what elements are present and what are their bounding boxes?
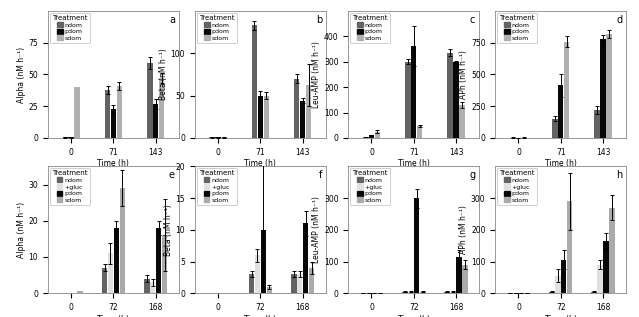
- X-axis label: Time (h): Time (h): [398, 159, 429, 168]
- Text: c: c: [470, 15, 475, 25]
- Bar: [591, 292, 597, 293]
- Bar: [609, 208, 615, 293]
- Bar: [456, 257, 462, 293]
- Bar: [116, 86, 122, 138]
- Y-axis label: Leu-AMP (nM h⁻¹): Leu-AMP (nM h⁻¹): [312, 197, 321, 263]
- X-axis label: Time (h): Time (h): [398, 315, 429, 317]
- X-axis label: Time (h): Time (h): [545, 159, 576, 168]
- Legend: ndom, pdom, sdom: ndom, pdom, sdom: [350, 13, 390, 43]
- Bar: [156, 228, 162, 293]
- X-axis label: Time (h): Time (h): [98, 315, 129, 317]
- Bar: [63, 137, 68, 138]
- Bar: [411, 46, 417, 138]
- Bar: [252, 25, 258, 138]
- Bar: [405, 62, 411, 138]
- Text: g: g: [469, 170, 475, 180]
- Bar: [102, 268, 107, 293]
- Bar: [369, 135, 374, 138]
- Bar: [258, 96, 263, 138]
- Bar: [561, 260, 566, 293]
- Bar: [303, 223, 309, 293]
- Bar: [68, 137, 74, 138]
- Bar: [600, 39, 606, 138]
- Bar: [144, 279, 150, 293]
- Bar: [159, 78, 164, 138]
- Bar: [105, 90, 111, 138]
- Legend: ndom, +gluc, pdom, sdom: ndom, +gluc, pdom, sdom: [197, 168, 236, 205]
- Bar: [297, 274, 302, 293]
- Bar: [444, 292, 450, 293]
- Bar: [77, 291, 83, 293]
- Bar: [597, 265, 603, 293]
- Legend: ndom, +gluc, pdom, sdom: ndom, +gluc, pdom, sdom: [350, 168, 390, 205]
- Bar: [453, 62, 459, 138]
- Bar: [417, 126, 422, 138]
- Bar: [294, 79, 300, 138]
- Bar: [162, 235, 167, 293]
- Bar: [462, 265, 468, 293]
- Y-axis label: Beta (nM h⁻¹): Beta (nM h⁻¹): [159, 49, 168, 100]
- Bar: [606, 34, 612, 138]
- Bar: [153, 104, 158, 138]
- Y-axis label: Alpha (nM h⁻¹): Alpha (nM h⁻¹): [17, 202, 26, 258]
- Legend: ndom, pdom, sdom: ndom, pdom, sdom: [497, 13, 537, 43]
- Bar: [119, 188, 125, 293]
- Text: e: e: [169, 170, 175, 180]
- Bar: [309, 268, 314, 293]
- Bar: [261, 230, 266, 293]
- Bar: [549, 292, 555, 293]
- Bar: [564, 42, 569, 138]
- Bar: [300, 101, 305, 138]
- Bar: [374, 132, 380, 138]
- X-axis label: Time (h): Time (h): [545, 315, 576, 317]
- Bar: [555, 276, 560, 293]
- Bar: [402, 292, 408, 293]
- Y-axis label: APh (nM h⁻¹): APh (nM h⁻¹): [459, 205, 468, 254]
- Bar: [291, 274, 296, 293]
- Legend: ndom, +gluc, pdom, sdom: ndom, +gluc, pdom, sdom: [497, 168, 537, 205]
- Bar: [147, 63, 153, 138]
- Bar: [306, 85, 311, 138]
- Legend: ndom, pdom, sdom: ndom, pdom, sdom: [50, 13, 89, 43]
- Bar: [408, 292, 413, 293]
- Bar: [111, 109, 116, 138]
- Text: d: d: [616, 15, 622, 25]
- Bar: [74, 87, 80, 138]
- Bar: [450, 292, 456, 293]
- Bar: [114, 228, 119, 293]
- Bar: [459, 105, 465, 138]
- Legend: ndom, +gluc, pdom, sdom: ndom, +gluc, pdom, sdom: [50, 168, 89, 205]
- Bar: [558, 85, 564, 138]
- Text: b: b: [316, 15, 322, 25]
- Bar: [447, 53, 453, 138]
- Bar: [263, 96, 269, 138]
- Bar: [414, 198, 419, 293]
- Bar: [594, 110, 600, 138]
- Bar: [603, 241, 609, 293]
- Y-axis label: Leu-AMP (nM h⁻¹): Leu-AMP (nM h⁻¹): [312, 41, 321, 108]
- X-axis label: Time (h): Time (h): [245, 159, 276, 168]
- Bar: [567, 201, 573, 293]
- X-axis label: Time (h): Time (h): [245, 315, 276, 317]
- Bar: [108, 253, 113, 293]
- Bar: [420, 292, 426, 293]
- Bar: [249, 274, 254, 293]
- Bar: [266, 287, 272, 293]
- Bar: [552, 119, 558, 138]
- Text: h: h: [616, 170, 622, 180]
- Bar: [363, 137, 368, 138]
- Bar: [150, 282, 155, 293]
- Bar: [255, 255, 260, 293]
- Legend: ndom, pdom, sdom: ndom, pdom, sdom: [197, 13, 236, 43]
- Text: f: f: [319, 170, 322, 180]
- Y-axis label: Beta (nM h⁻¹): Beta (nM h⁻¹): [164, 204, 173, 256]
- Text: a: a: [169, 15, 175, 25]
- Y-axis label: APh (nM h⁻¹): APh (nM h⁻¹): [459, 50, 468, 99]
- X-axis label: Time (h): Time (h): [98, 159, 129, 168]
- Y-axis label: Alpha (nM h⁻¹): Alpha (nM h⁻¹): [17, 46, 26, 103]
